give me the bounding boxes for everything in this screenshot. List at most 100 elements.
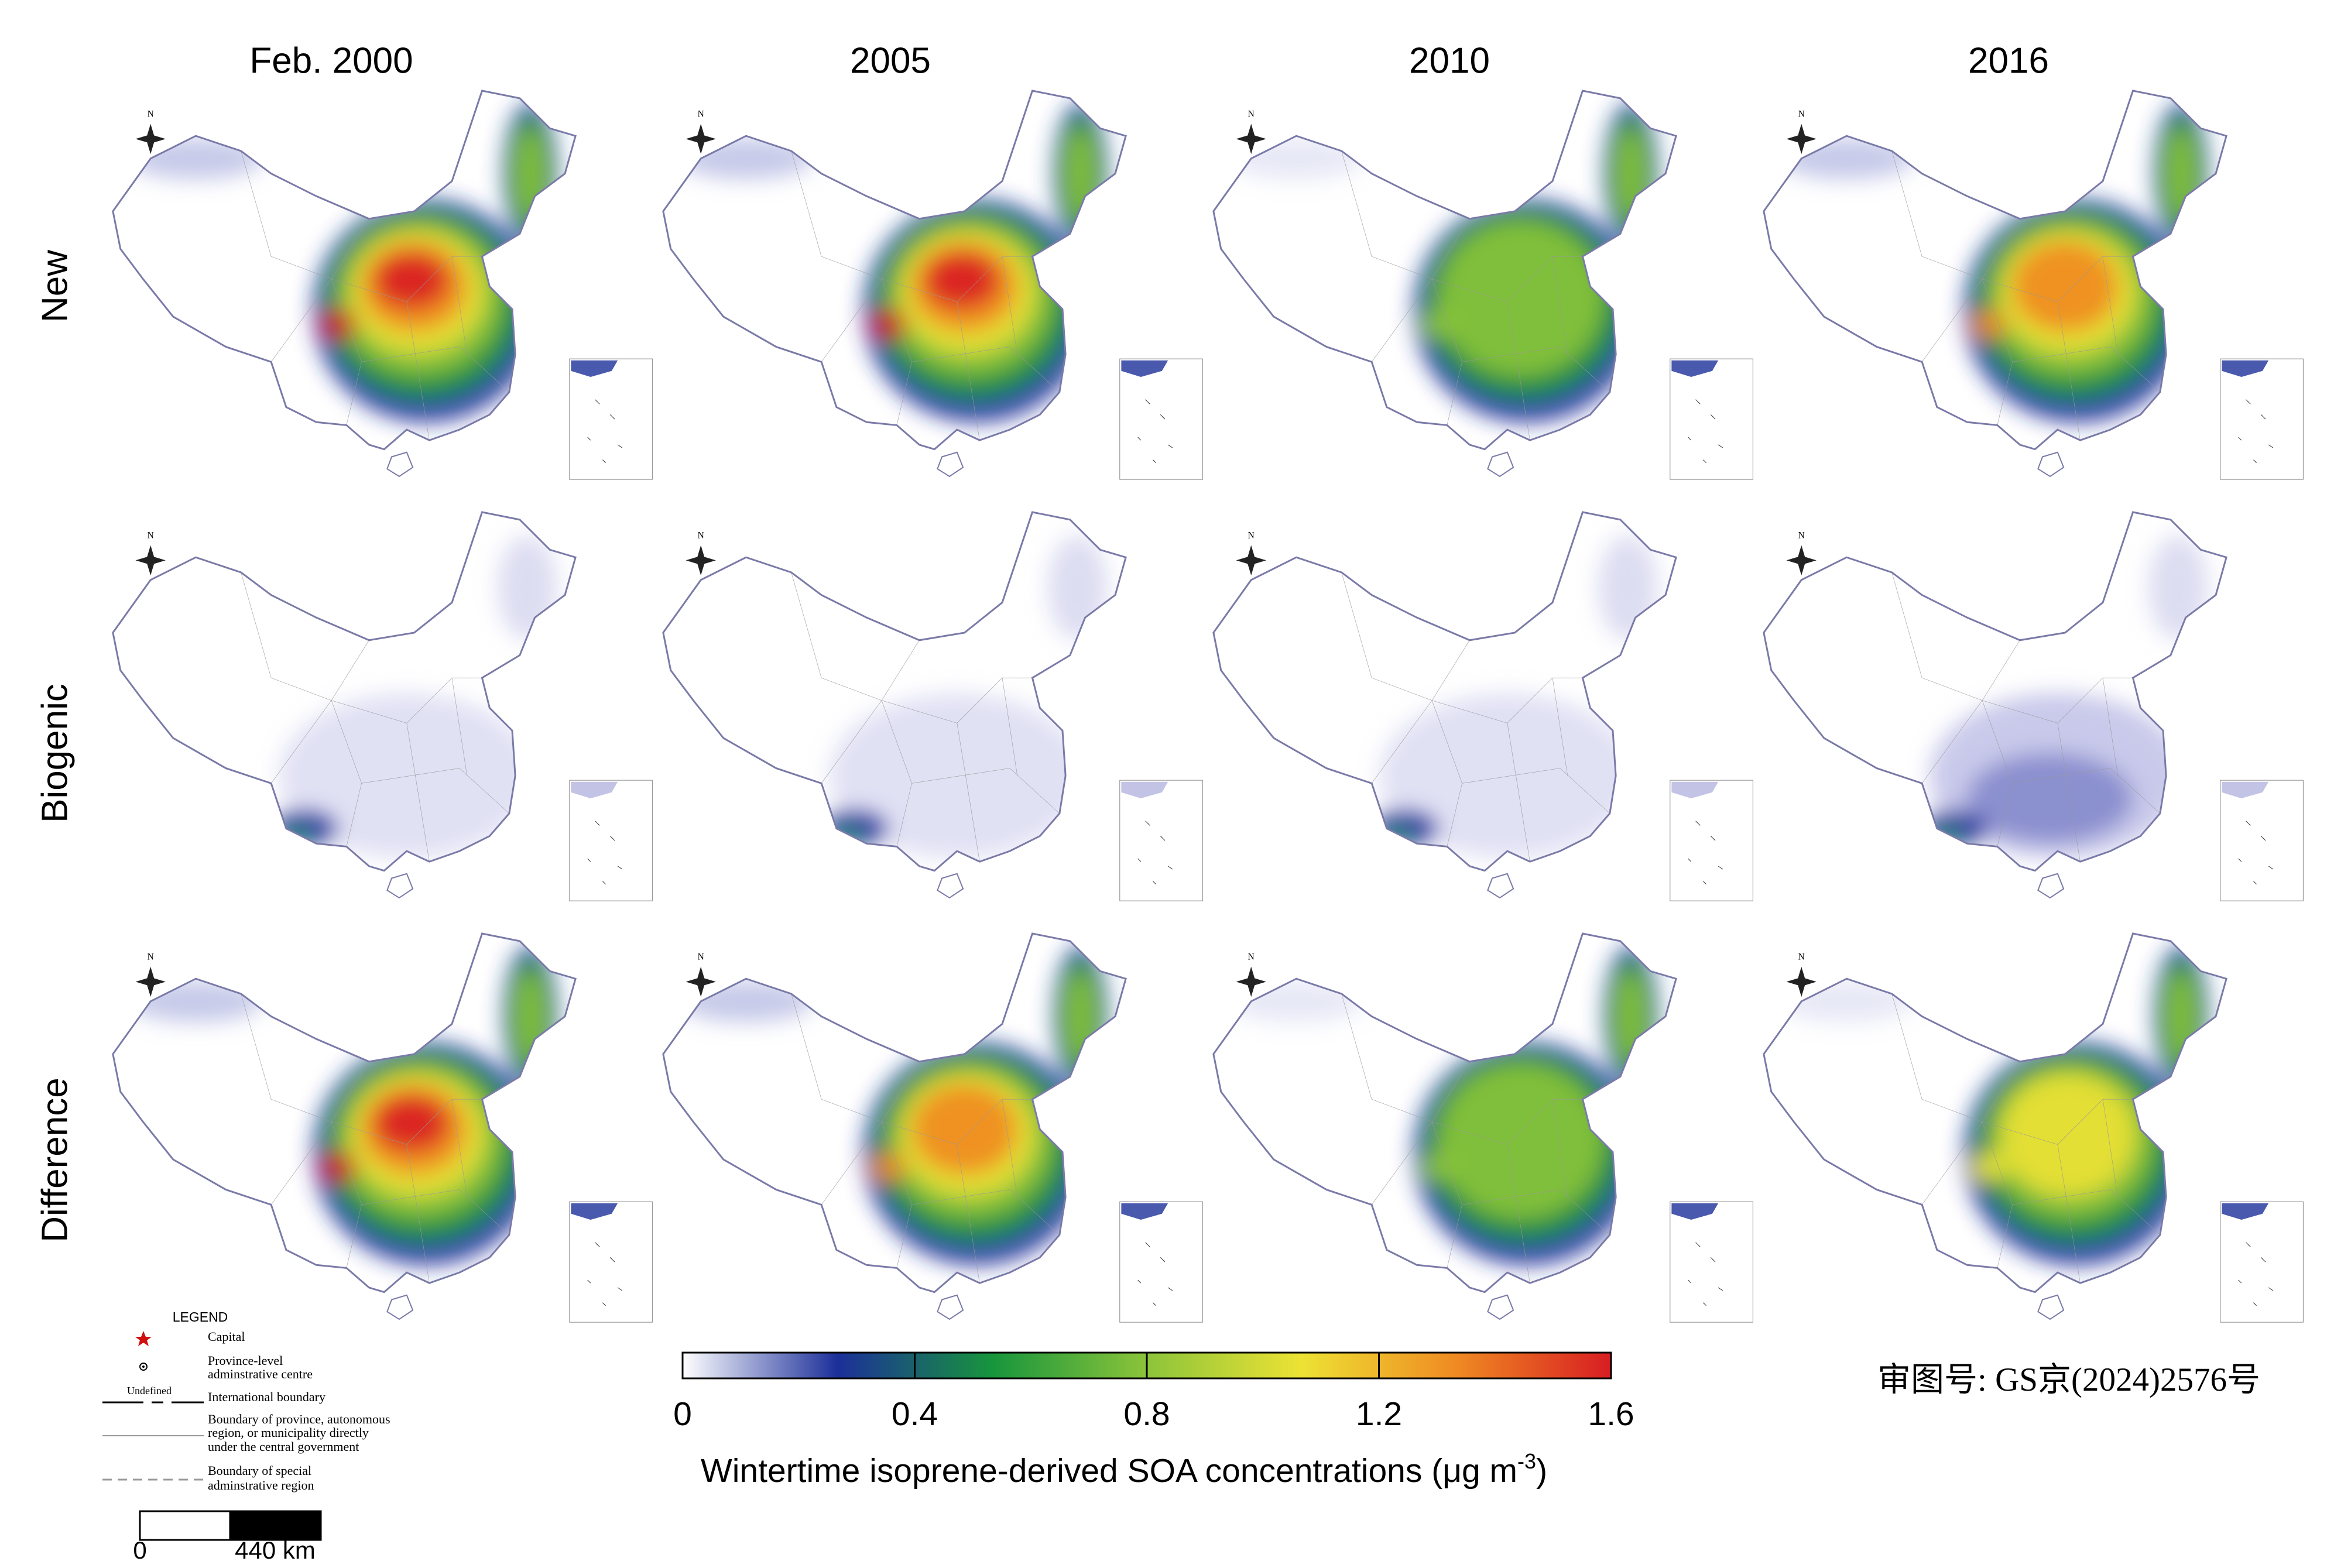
inset-coast — [1671, 781, 1719, 799]
inset-islands — [1138, 821, 1173, 884]
capital-icon — [135, 1331, 152, 1346]
centre-dot — [142, 1365, 145, 1368]
legend-item: Boundary of province, autonomous — [208, 1412, 390, 1426]
inset-frame — [570, 359, 653, 479]
inset-islands — [2239, 821, 2273, 884]
north-arrow — [1236, 123, 1266, 155]
province-boundary — [1002, 1099, 1017, 1197]
province-boundary — [1002, 256, 1017, 354]
province-boundary — [2058, 723, 2081, 862]
colorbar-tick-label: 1.6 — [1588, 1395, 1634, 1433]
province-boundary — [362, 1190, 509, 1235]
province-boundary — [882, 279, 911, 426]
island — [1488, 1295, 1513, 1319]
inset-coast — [1121, 360, 1168, 378]
inset-frame — [2220, 780, 2304, 901]
heat-blob — [924, 252, 999, 310]
north-label: N — [1248, 109, 1255, 119]
scale-bar-white — [139, 1510, 231, 1541]
inset-islands — [588, 821, 622, 884]
inset-coast — [1671, 360, 1719, 378]
province-boundary — [407, 301, 430, 440]
heat-blob — [911, 1084, 1017, 1175]
column-header: 2005 — [850, 40, 931, 81]
heat-layer — [112, 512, 576, 898]
map-panel: N — [105, 512, 652, 904]
province-boundary — [2103, 256, 2118, 354]
map-panel: N — [105, 934, 652, 1325]
province-boundary — [241, 572, 369, 701]
north-label: N — [148, 109, 154, 119]
province-boundary — [791, 994, 920, 1122]
province-boundary — [2013, 768, 2160, 814]
map-panel: N — [105, 91, 652, 482]
inset-coast — [1121, 781, 1168, 799]
inset-coast — [1671, 1203, 1719, 1220]
heat-layer — [1763, 512, 2227, 898]
colorbar-tick-label: 0 — [673, 1395, 692, 1433]
inset-coast — [1121, 1203, 1168, 1220]
inset-frame — [1120, 780, 1203, 901]
heat-blob — [871, 1152, 907, 1182]
north-label: N — [1798, 531, 1805, 541]
colorbar-label: Wintertime isoprene-derived SOA concentr… — [701, 1449, 1547, 1490]
legend-item: Capital — [208, 1329, 245, 1344]
heat-blob — [321, 1152, 357, 1182]
province-boundary — [241, 994, 369, 1122]
colorbar-tick-label: 0.4 — [892, 1395, 938, 1433]
province-boundary — [957, 301, 980, 440]
inset-frame — [2220, 359, 2304, 479]
province-boundary — [1553, 678, 1568, 776]
inset-coast — [571, 360, 618, 378]
province-boundary — [452, 678, 467, 776]
map-panel: N — [1206, 91, 1753, 482]
province-boundary — [1462, 347, 1610, 392]
heat-blobs — [271, 534, 558, 859]
province-boundary — [1002, 678, 1017, 776]
heat-blob — [1967, 753, 2133, 844]
international-boundary — [113, 512, 575, 871]
map-panel: N — [1756, 934, 2303, 1325]
column-header: 2016 — [1968, 40, 2049, 81]
heat-blob — [373, 252, 449, 310]
international-boundary — [1214, 91, 1676, 450]
inset-islands — [588, 400, 622, 463]
legend-title: LEGEND — [173, 1309, 228, 1325]
north-label: N — [698, 531, 704, 541]
province-boundary — [407, 1144, 430, 1283]
province-boundary — [2013, 1190, 2160, 1235]
island — [387, 452, 413, 476]
island — [387, 1295, 413, 1319]
province-boundary — [2058, 301, 2081, 440]
column-header: Feb. 2000 — [249, 40, 413, 81]
row-label: New — [35, 250, 75, 322]
inset-frame — [570, 1202, 653, 1322]
inset-coast — [2222, 360, 2269, 378]
north-label: N — [1798, 952, 1805, 962]
province-boundary — [1507, 723, 1530, 862]
inset-frame — [1120, 1202, 1203, 1322]
legend-item: under the central government — [208, 1439, 359, 1454]
legend-item: Undefined — [127, 1385, 172, 1397]
legend-item: Province-level — [208, 1353, 283, 1368]
north-label: N — [148, 531, 154, 541]
heat-layer — [1763, 934, 2227, 1319]
province-boundary — [1507, 1144, 1530, 1283]
heat-blob — [497, 534, 558, 640]
inset-frame — [1670, 1202, 1753, 1322]
province-boundary — [241, 151, 369, 279]
heat-layer — [112, 934, 576, 1319]
province-boundary — [791, 151, 920, 279]
international-boundary — [663, 934, 1126, 1292]
province-boundary — [452, 1099, 467, 1197]
province-boundary — [882, 1122, 911, 1268]
heat-blob — [2000, 1073, 2136, 1198]
north-label: N — [1248, 531, 1255, 541]
north-arrow — [1786, 123, 1817, 155]
province-boundary — [957, 1144, 980, 1283]
heat-blobs — [678, 945, 1108, 1265]
inset-islands — [1138, 400, 1173, 463]
north-arrow — [135, 545, 166, 576]
heat-layer — [1213, 512, 1677, 898]
